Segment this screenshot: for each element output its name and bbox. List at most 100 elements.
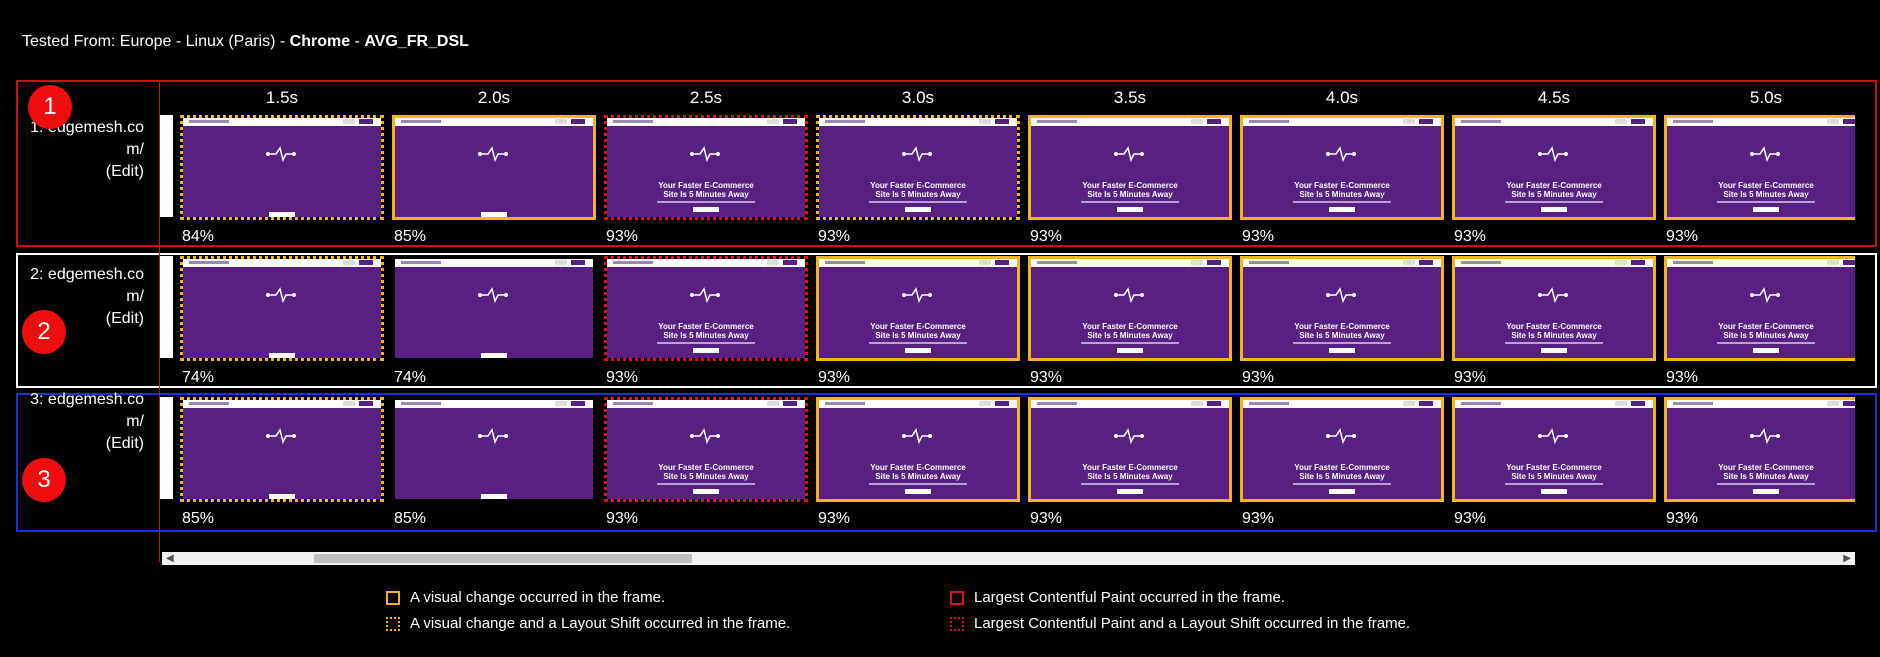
filmstrip-frame[interactable]: Your Faster E-Commerce Site Is 5 Minutes … bbox=[816, 397, 1020, 502]
horizontal-scrollbar[interactable]: ◀ ▶ bbox=[162, 552, 1855, 565]
thumb-headline-1: Your Faster E-Commerce bbox=[1506, 181, 1602, 190]
test-1-label: 1: edgemesh.co m/ (Edit) bbox=[4, 117, 144, 183]
filmstrip-frame[interactable]: Your Faster E-Commerce Site Is 5 Minutes … bbox=[1028, 115, 1232, 220]
filmstrip-frame[interactable] bbox=[392, 256, 596, 361]
thumb-subtext bbox=[869, 201, 967, 203]
filmstrip-frame[interactable]: Your Faster E-Commerce Site Is 5 Minutes … bbox=[1240, 397, 1444, 502]
thumb-cta bbox=[1541, 348, 1567, 353]
edgemesh-logo-icon bbox=[901, 146, 933, 163]
edgemesh-logo-icon bbox=[1537, 287, 1569, 304]
thumb-headline-2: Site Is 5 Minutes Away bbox=[1723, 190, 1809, 199]
edgemesh-logo-icon bbox=[1325, 146, 1357, 163]
thumb-subtext bbox=[1505, 201, 1603, 203]
filmstrip-frame[interactable]: Your Faster E-Commerce Site Is 5 Minutes … bbox=[1240, 256, 1444, 361]
visual-complete-percent: 93% bbox=[1242, 369, 1275, 386]
test-1-url-line2: m/ bbox=[126, 141, 144, 158]
test-1-edit-link[interactable]: (Edit) bbox=[105, 163, 144, 180]
filmstrip-frame[interactable] bbox=[392, 115, 596, 220]
thumb-navbar bbox=[607, 259, 805, 267]
thumb-subtext bbox=[1081, 483, 1179, 485]
thumb-cta bbox=[905, 207, 931, 212]
filmstrip-frame[interactable]: Your Faster E-Commerce Site Is 5 Minutes … bbox=[604, 256, 808, 361]
thumb-headline-2: Site Is 5 Minutes Away bbox=[1511, 190, 1597, 199]
filmstrip[interactable]: 1.5s 2.0s 2.5s 3.0s 3.5s 4.0s 4.5s 5.0s 84% 85% Y… bbox=[160, 80, 1855, 560]
visual-complete-percent: 85% bbox=[394, 510, 427, 527]
filmstrip-frame[interactable]: Your Faster E-Commerce Site Is 5 Minutes … bbox=[1664, 397, 1855, 502]
thumb-cta bbox=[905, 489, 931, 494]
thumb-headline-2: Site Is 5 Minutes Away bbox=[1299, 190, 1385, 199]
frame-thumbnail bbox=[395, 259, 593, 358]
scroll-left-icon[interactable]: ◀ bbox=[166, 553, 174, 564]
blank-frame bbox=[160, 256, 173, 358]
thumb-navbar bbox=[1455, 400, 1653, 408]
timeline-label: 3.5s bbox=[1113, 88, 1147, 107]
thumb-headline-1: Your Faster E-Commerce bbox=[658, 181, 754, 190]
frame-thumbnail: Your Faster E-Commerce Site Is 5 Minutes … bbox=[1243, 118, 1441, 217]
visual-complete-percent: 74% bbox=[182, 369, 215, 386]
edgemesh-logo-icon bbox=[1325, 287, 1357, 304]
visual-change-swatch-icon bbox=[386, 591, 400, 606]
frame-thumbnail: Your Faster E-Commerce Site Is 5 Minutes … bbox=[1455, 259, 1653, 358]
thumb-cta bbox=[905, 348, 931, 353]
thumb-headline-2: Site Is 5 Minutes Away bbox=[1723, 331, 1809, 340]
thumb-navbar bbox=[1455, 259, 1653, 267]
test-2-edit-link[interactable]: (Edit) bbox=[105, 310, 144, 327]
visual-complete-percent: 93% bbox=[1454, 510, 1487, 527]
filmstrip-frame[interactable]: Your Faster E-Commerce Site Is 5 Minutes … bbox=[1664, 115, 1855, 220]
thumb-cta bbox=[1329, 489, 1355, 494]
thumb-subtext bbox=[1505, 342, 1603, 344]
filmstrip-frame[interactable]: Your Faster E-Commerce Site Is 5 Minutes … bbox=[816, 256, 1020, 361]
filmstrip-frame[interactable]: Your Faster E-Commerce Site Is 5 Minutes … bbox=[1028, 256, 1232, 361]
scroll-right-icon[interactable]: ▶ bbox=[1843, 553, 1851, 564]
test-3-label: 3: edgemesh.co m/ (Edit) bbox=[4, 389, 144, 455]
filmstrip-frame[interactable]: Your Faster E-Commerce Site Is 5 Minutes … bbox=[604, 397, 808, 502]
test-2-outline bbox=[16, 253, 1877, 388]
filmstrip-frame[interactable]: Your Faster E-Commerce Site Is 5 Minutes … bbox=[1240, 115, 1444, 220]
timeline-header: 1.5s 2.0s 2.5s 3.0s 3.5s 4.0s 4.5s 5.0s bbox=[160, 88, 1855, 110]
filmstrip-frame[interactable]: Your Faster E-Commerce Site Is 5 Minutes … bbox=[1452, 397, 1656, 502]
frame-thumbnail bbox=[183, 259, 381, 358]
filmstrip-frame[interactable]: Your Faster E-Commerce Site Is 5 Minutes … bbox=[816, 115, 1020, 220]
filmstrip-frame[interactable]: Your Faster E-Commerce Site Is 5 Minutes … bbox=[1452, 115, 1656, 220]
filmstrip-frame[interactable]: Your Faster E-Commerce Site Is 5 Minutes … bbox=[1664, 256, 1855, 361]
timeline-label: 1.5s bbox=[265, 88, 299, 107]
thumb-navbar bbox=[1243, 400, 1441, 408]
timeline-label: 3.0s bbox=[901, 88, 935, 107]
connection-name: AVG_FR_DSL bbox=[364, 33, 469, 50]
legend-lcp-text: Largest Contentful Paint occurred in the… bbox=[974, 589, 1286, 606]
test-3-edit-link[interactable]: (Edit) bbox=[105, 435, 144, 452]
thumb-subtext bbox=[1717, 201, 1815, 203]
legend-visual-change-text: A visual change occurred in the frame. bbox=[410, 589, 666, 606]
thumb-cta bbox=[1329, 348, 1355, 353]
thumb-navbar bbox=[1243, 259, 1441, 267]
thumb-cta bbox=[269, 353, 295, 358]
edgemesh-logo-icon bbox=[477, 287, 509, 304]
timeline-label: 5.0s bbox=[1749, 88, 1783, 107]
scrollbar-thumb[interactable] bbox=[314, 554, 692, 563]
visual-complete-percent: 74% bbox=[394, 369, 427, 386]
legend-lcp-layout-shift-text: Largest Contentful Paint and a Layout Sh… bbox=[974, 615, 1411, 632]
frame-thumbnail: Your Faster E-Commerce Site Is 5 Minutes … bbox=[607, 400, 805, 499]
filmstrip-frame[interactable] bbox=[180, 115, 384, 220]
thumb-navbar bbox=[819, 259, 1017, 267]
thumb-headline-2: Site Is 5 Minutes Away bbox=[1511, 331, 1597, 340]
frame-thumbnail bbox=[183, 400, 381, 499]
thumb-headline-1: Your Faster E-Commerce bbox=[658, 322, 754, 331]
filmstrip-frame[interactable]: Your Faster E-Commerce Site Is 5 Minutes … bbox=[604, 115, 808, 220]
visual-complete-percent: 93% bbox=[1030, 510, 1063, 527]
edgemesh-logo-icon bbox=[1113, 287, 1145, 304]
thumb-cta bbox=[693, 207, 719, 212]
visual-complete-percent: 93% bbox=[1454, 228, 1487, 245]
filmstrip-frame[interactable] bbox=[392, 397, 596, 502]
filmstrip-frame[interactable]: Your Faster E-Commerce Site Is 5 Minutes … bbox=[1452, 256, 1656, 361]
filmstrip-frame[interactable]: Your Faster E-Commerce Site Is 5 Minutes … bbox=[1028, 397, 1232, 502]
thumb-headline-2: Site Is 5 Minutes Away bbox=[663, 472, 749, 481]
thumb-navbar bbox=[183, 259, 381, 267]
blank-frame bbox=[160, 397, 173, 499]
timeline-label: 2.5s bbox=[689, 88, 723, 107]
filmstrip-frame[interactable] bbox=[180, 397, 384, 502]
test-row: 84% 85% Your Faster E-Commerce Site Is 5 Mi… bbox=[160, 115, 1855, 255]
lcp-layout-shift-swatch-icon bbox=[950, 617, 964, 632]
filmstrip-frame[interactable] bbox=[180, 256, 384, 361]
test-row: 85% 85% Your Faster E-Commerce Site Is 5 Mi… bbox=[160, 397, 1855, 537]
